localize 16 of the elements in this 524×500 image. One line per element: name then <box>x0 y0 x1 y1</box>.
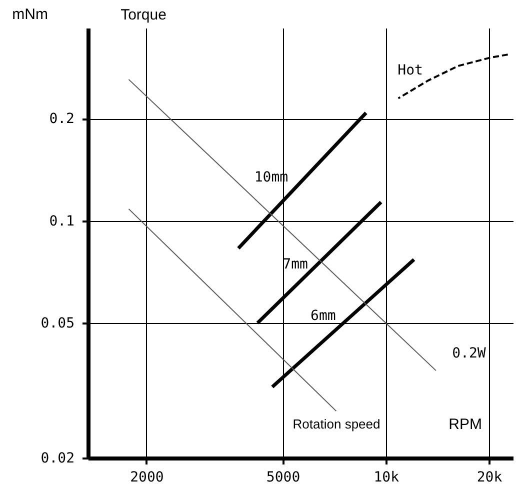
y-tick-label: 0.05 <box>40 315 74 332</box>
x-axis-title: Rotation speed <box>292 416 380 432</box>
series-label: 7mm <box>282 256 308 273</box>
y-tick-label: 0.02 <box>40 450 74 466</box>
annotation: RPM <box>448 416 482 433</box>
series-label: 0.2W <box>452 346 486 362</box>
text: mNm <box>12 6 48 23</box>
series-label: 6mm <box>310 308 336 324</box>
y-tick-label: 0.1 <box>49 213 74 230</box>
x-tick-label: 2000 <box>130 470 164 486</box>
y-tick-label: 0.2 <box>49 111 74 128</box>
x-tick-label: 5000 <box>266 470 300 486</box>
x-tick-label: 10k <box>374 470 400 486</box>
series-label: Hot <box>398 62 423 78</box>
y-axis-title: Torque <box>120 6 166 24</box>
x-tick-label: 20k <box>476 470 503 486</box>
